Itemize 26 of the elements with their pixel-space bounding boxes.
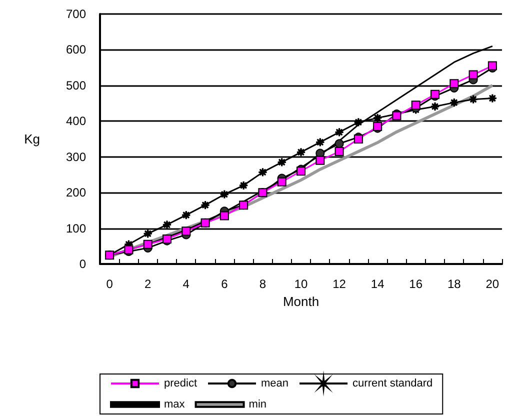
x-tick-label: 8 — [259, 277, 266, 291]
x-tick-label: 10 — [294, 277, 308, 291]
x-tick-label: 2 — [144, 277, 152, 291]
x-tick-label: 18 — [447, 277, 462, 291]
y-tick-label: 500 — [66, 78, 86, 92]
legend-label: mean — [261, 378, 289, 390]
y-tick-label: 600 — [66, 42, 86, 57]
legend-label: max — [164, 398, 186, 410]
y-tick-label: 100 — [66, 221, 86, 236]
legend-label: predict — [164, 378, 198, 390]
x-tick-label: 14 — [370, 277, 385, 291]
x-tick-label: 16 — [409, 277, 423, 291]
x-tick-label: 20 — [486, 277, 500, 291]
x-tick-label: 0 — [106, 277, 114, 291]
y-tick-label: 300 — [66, 150, 86, 164]
x-tick-label: 6 — [221, 277, 228, 291]
x-tick-label: 4 — [182, 277, 190, 291]
y-tick-label: 200 — [66, 186, 86, 200]
legend-label: current standard — [352, 378, 433, 390]
y-tick-label: 700 — [66, 7, 86, 21]
x-tick-label: 12 — [332, 277, 346, 291]
x-axis-title: Month — [282, 294, 320, 309]
y-tick-label: 400 — [66, 114, 86, 128]
legend-label: min — [248, 398, 267, 410]
y-tick-label: 0 — [79, 257, 86, 271]
y-axis-title: Kg — [24, 132, 40, 146]
